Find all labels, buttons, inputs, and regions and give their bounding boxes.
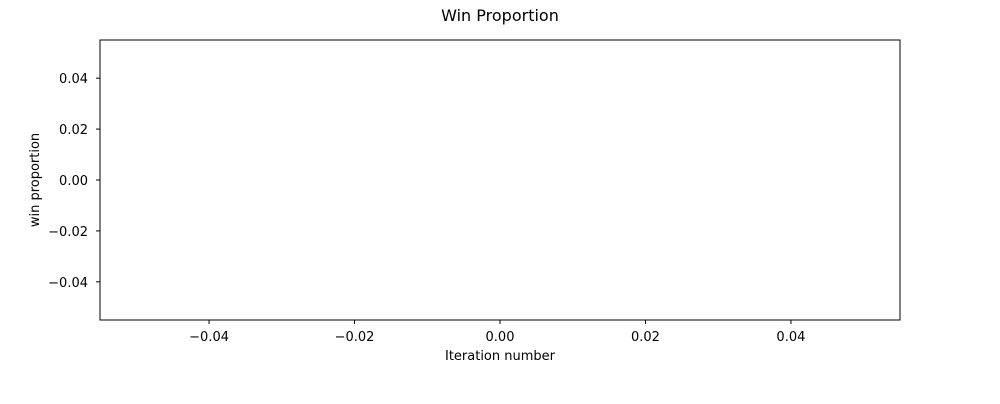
x-tick-label: 0.04	[776, 330, 805, 345]
y-tick-label: 0.00	[59, 174, 88, 189]
y-axis-ticks: −0.04 −0.02 0.00 0.02 0.04	[48, 72, 100, 291]
x-tick-label: 0.00	[486, 330, 515, 345]
x-tick-label: −0.04	[189, 330, 229, 345]
y-tick-label: −0.04	[48, 276, 88, 291]
x-tick-label: 0.02	[631, 330, 660, 345]
y-tick-label: 0.02	[59, 123, 88, 138]
x-tick-label: −0.02	[335, 330, 375, 345]
y-tick-label: −0.02	[48, 225, 88, 240]
x-axis-label: Iteration number	[445, 349, 556, 364]
y-axis-label: win proportion	[28, 133, 43, 227]
y-tick-label: 0.04	[59, 72, 88, 87]
chart-title: Win Proportion	[441, 6, 559, 25]
plot-frame	[99, 39, 901, 321]
x-axis-ticks: −0.04 −0.02 0.00 0.02 0.04	[189, 320, 805, 345]
plot-area	[100, 40, 900, 320]
